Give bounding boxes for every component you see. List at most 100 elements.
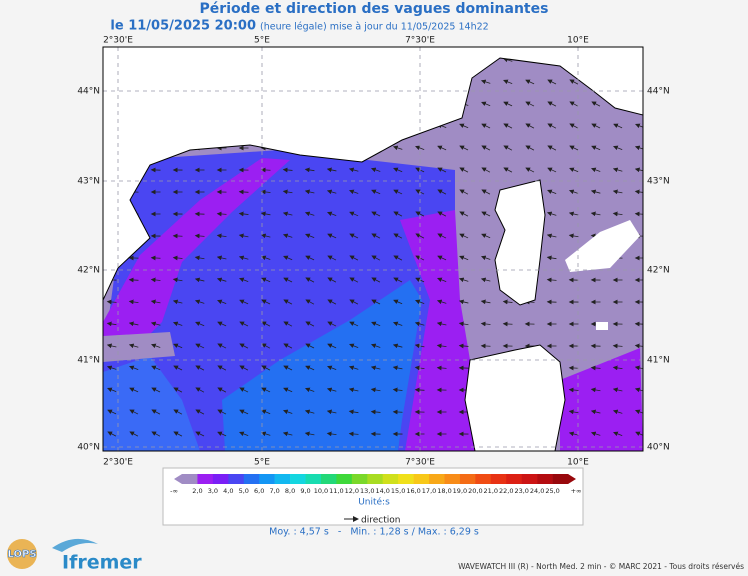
direction-arrow (546, 233, 557, 239)
direction-arrow (305, 255, 315, 261)
direction-arrow (106, 365, 117, 371)
corsica (494, 179, 546, 306)
direction-arrow (525, 167, 535, 173)
direction-arrow (568, 211, 579, 217)
direction-arrow (305, 387, 315, 393)
direction-arrow (106, 343, 117, 349)
direction-arrow (436, 321, 447, 327)
lat-label: 40°N (647, 443, 670, 453)
direction-arrow (481, 145, 491, 151)
direction-arrow (195, 431, 205, 437)
direction-arrow (195, 365, 205, 371)
colorbar-label: -∞ (170, 487, 178, 495)
direction-arrow (371, 299, 381, 305)
direction-arrow (282, 233, 293, 239)
direction-arrow (502, 299, 513, 305)
direction-arrow (591, 101, 601, 107)
direction-arrow (393, 321, 403, 327)
direction-arrow (304, 167, 315, 173)
direction-arrow (150, 255, 161, 261)
direction-arrow (283, 387, 293, 393)
direction-arrow (195, 387, 205, 393)
stats: Moy. : 4,57 s - Min. : 1,28 s / Max. : 6… (269, 527, 479, 538)
direction-arrow (239, 343, 249, 349)
lat-label: 44°N (77, 87, 100, 97)
direction-arrow (304, 431, 315, 437)
direction-arrow (392, 343, 403, 349)
colorbar-cell (537, 474, 553, 484)
direction-arrow (173, 409, 183, 415)
direction-arrow (261, 321, 271, 327)
direction-arrow (305, 277, 315, 283)
direction-arrow (327, 277, 337, 283)
direction-arrow (261, 365, 271, 371)
direction-arrow (569, 79, 579, 85)
direction-arrow (392, 409, 403, 415)
direction-arrow (326, 167, 337, 173)
direction-arrow (481, 189, 491, 195)
direction-arrow (327, 343, 337, 349)
direction-arrow (128, 299, 139, 305)
lon-label: 10°E (567, 458, 589, 468)
direction-arrow (503, 167, 513, 173)
direction-arrow (261, 299, 271, 305)
sea-zone (103, 158, 290, 348)
direction-arrow (459, 167, 469, 173)
direction-arrow (348, 167, 359, 173)
direction-arrow (261, 277, 271, 283)
colorbar-cell (320, 474, 337, 484)
date: le 11/05/2025 20:00 (110, 19, 256, 34)
direction-arrow (568, 431, 579, 437)
direction-arrow (481, 101, 491, 107)
direction-arrow (261, 343, 271, 349)
colorbar-label: 7,0 (269, 487, 279, 495)
direction-arrow (106, 321, 117, 327)
direction-arrow (128, 321, 139, 327)
direction-arrow (415, 145, 425, 151)
footer: WAVEWATCH III (R) - North Med. 2 min - ©… (458, 562, 744, 571)
direction-arrow (238, 189, 249, 195)
no-data (565, 220, 640, 272)
colorbar-label: 17,0 (422, 487, 436, 495)
colorbar-label: 2,0 (192, 487, 202, 495)
direction-arrow (305, 321, 315, 327)
direction-arrow (283, 277, 293, 283)
lat-label: 42°N (647, 266, 670, 276)
direction-arrow (503, 79, 513, 85)
direction-arrow (217, 409, 227, 415)
direction-arrow (349, 255, 359, 261)
colorbar-cell (228, 474, 245, 484)
direction-arrow (282, 409, 293, 415)
direction-arrow (282, 211, 293, 217)
direction-arrow (216, 277, 227, 283)
colorbar-label: 18,0 (437, 487, 451, 495)
colorbar-cell (506, 474, 522, 484)
direction-arrow (326, 189, 337, 195)
direction-arrow (304, 211, 315, 217)
direction-arrow (480, 79, 491, 85)
direction-arrow (612, 409, 623, 415)
direction-arrow (414, 321, 425, 327)
colorbar-label: 22,0 (499, 487, 513, 495)
direction-arrow (129, 431, 139, 437)
colorbar-label: 24,0 (530, 487, 544, 495)
direction-arrow (283, 343, 293, 349)
colorbar-label: 23,0 (514, 487, 528, 495)
direction-arrow (568, 409, 579, 415)
direction-arrow (459, 145, 469, 151)
direction-arrow (349, 277, 359, 283)
direction-arrow (546, 255, 557, 261)
direction-arrow (437, 255, 447, 261)
direction-arrow (436, 365, 447, 371)
colorbar-label: 13,0 (360, 487, 374, 495)
direction-arrow (590, 365, 601, 371)
direction-arrow (590, 409, 601, 415)
direction-arrow (547, 123, 557, 129)
direction-arrow (393, 233, 403, 239)
direction-arrow (568, 233, 579, 239)
lat-label: 44°N (647, 87, 670, 97)
colorbar-label: 9,0 (300, 487, 310, 495)
lat-label: 43°N (647, 177, 670, 187)
colorbar-cell (259, 474, 275, 484)
update-note: (heure légale) mise à jour du 11/05/2025… (260, 22, 489, 33)
